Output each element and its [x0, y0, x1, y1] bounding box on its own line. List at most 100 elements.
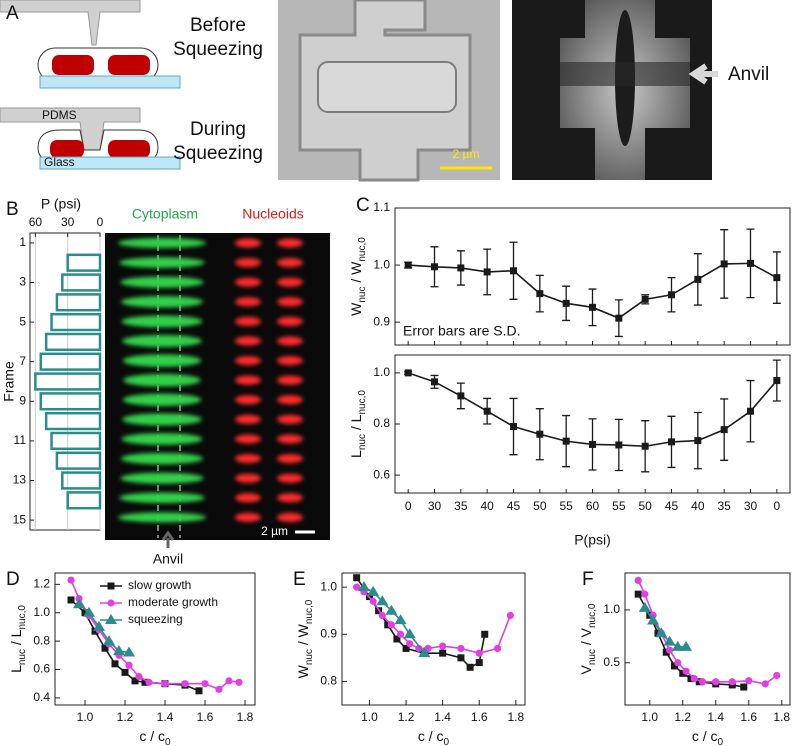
- label-part: 0: [165, 737, 171, 746]
- legend-marker: [107, 599, 115, 607]
- x-tick-label: 50: [533, 499, 547, 513]
- cell-signal: [121, 433, 203, 445]
- y-tick-label: 1.2: [33, 577, 50, 591]
- plot-frame: [54, 572, 256, 706]
- nucleoid-signal: [235, 512, 261, 522]
- data-point: [662, 648, 670, 656]
- y-tick-label: 0.8: [33, 633, 50, 647]
- series-line: [637, 593, 744, 688]
- legend-marker: [107, 582, 115, 590]
- schematic: Before Squeezing During Squeezing PDMS G…: [0, 0, 263, 170]
- nucleoid: [108, 140, 150, 158]
- annotation: Error bars are S.D.: [403, 323, 520, 339]
- data-point: [745, 677, 753, 685]
- data-point: [195, 687, 203, 695]
- label-part: L: [348, 450, 364, 458]
- axis-label: P (psi): [41, 196, 81, 212]
- fluorescence-image: Anvil: [512, 0, 769, 180]
- data-point: [655, 627, 668, 638]
- cell-signal: [121, 452, 203, 465]
- x-tick-label: 50: [638, 499, 652, 513]
- data-point: [665, 646, 674, 654]
- data-point: [589, 303, 596, 311]
- x-tick-label: 0: [97, 215, 104, 229]
- x-tick-label: 35: [717, 499, 731, 513]
- x-tick-label: 1.6: [740, 710, 757, 724]
- cell-signal: [122, 393, 202, 406]
- plot-frame: [624, 572, 791, 706]
- x-tick-label: 40: [691, 499, 705, 513]
- y-tick-label: 1.0: [373, 257, 390, 271]
- data-point: [367, 585, 380, 596]
- axis-label: Wnuc / Wnuc,0: [295, 599, 315, 678]
- axis-label: c / c0: [139, 728, 171, 746]
- data-point: [403, 628, 416, 639]
- plot-frame: [341, 572, 526, 706]
- nucleoid-signal: [235, 238, 261, 248]
- data-point: [67, 576, 75, 584]
- y-tick-label: 1.0: [603, 602, 620, 616]
- x-tick-label: 1.0: [641, 710, 658, 724]
- y-tick-label: 0.6: [373, 467, 390, 481]
- x-tick-label: 1.2: [398, 710, 415, 724]
- image-bg: [220, 233, 330, 540]
- data-point: [562, 437, 570, 445]
- nucleoid-signal: [277, 297, 303, 307]
- data-point: [101, 644, 109, 652]
- data-point: [773, 274, 781, 282]
- bar: [55, 293, 102, 312]
- pdms-shape: [0, 0, 141, 46]
- y-tick-label: 5: [19, 314, 26, 328]
- glass-shape: [39, 75, 181, 89]
- data-point: [682, 667, 690, 675]
- data-point: [123, 646, 135, 657]
- y-tick-label: 7: [19, 354, 26, 368]
- data-point: [483, 407, 491, 415]
- data-point: [668, 291, 675, 299]
- label-part: / L: [348, 414, 364, 434]
- label: Anvil: [153, 551, 183, 567]
- data-point: [67, 596, 75, 604]
- cell-signal: [122, 354, 202, 367]
- label-part: W: [348, 302, 364, 316]
- data-point: [91, 627, 99, 635]
- label: Squeezing: [173, 143, 263, 164]
- data-point: [506, 611, 514, 620]
- label-part: nuc,0: [304, 599, 315, 624]
- x-tick-label: 55: [612, 499, 626, 513]
- data-point: [415, 644, 423, 653]
- cell-signal: [123, 373, 201, 387]
- y-tick-label: 0.6: [33, 662, 50, 676]
- data-point: [201, 680, 209, 688]
- x-tick-label: 1.8: [773, 710, 790, 724]
- data-point: [481, 630, 489, 638]
- data-point: [181, 680, 189, 688]
- data-point: [740, 683, 748, 691]
- data-point: [387, 621, 396, 629]
- panel-letter: D: [6, 569, 20, 590]
- data-point: [406, 640, 414, 648]
- y-tick-label: 9: [19, 393, 26, 407]
- glass-shape: [39, 156, 181, 170]
- nucleoid: [50, 140, 84, 158]
- data-point: [674, 659, 682, 667]
- legend-marker: [105, 614, 117, 624]
- data-point: [634, 576, 642, 584]
- arrow: [688, 63, 718, 85]
- data-point: [773, 377, 781, 385]
- data-point: [634, 590, 642, 598]
- label-part: / V: [578, 627, 594, 649]
- kymograph: 2 µm Anvil Cytoplasm Nucleoids: [105, 206, 330, 567]
- bar: [61, 471, 102, 490]
- panel-letter: A: [6, 3, 19, 24]
- y-tick-label: 13: [13, 473, 27, 487]
- data-point: [431, 263, 438, 271]
- x-tick-label: 1.6: [471, 710, 488, 724]
- bar: [66, 491, 102, 510]
- nucleoid: [108, 55, 150, 75]
- label-part: nuc: [17, 649, 28, 665]
- data-point: [615, 314, 623, 322]
- label-part: nuc,0: [17, 605, 28, 630]
- data-point: [773, 671, 781, 680]
- arrow: [161, 530, 175, 548]
